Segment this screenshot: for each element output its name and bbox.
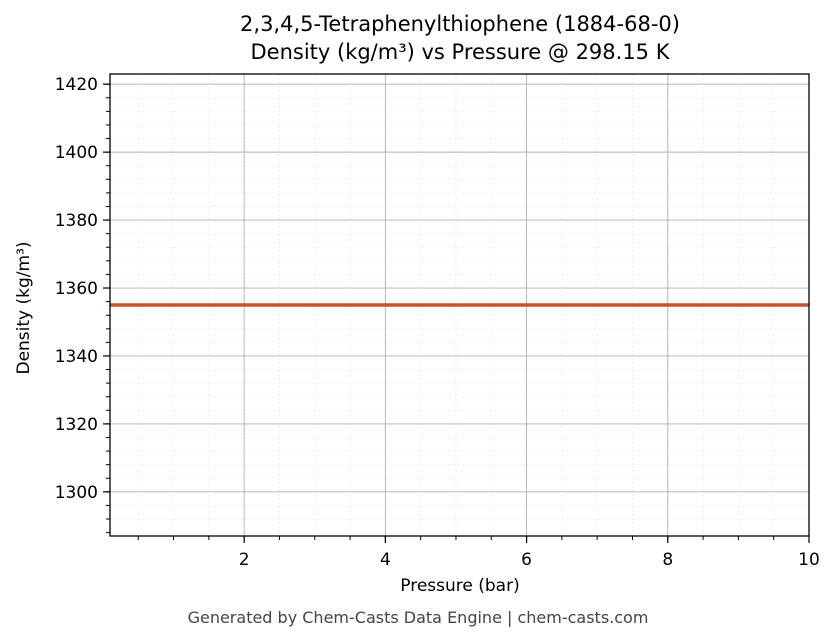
y-tick-label: 1380: [55, 211, 98, 231]
x-tick-label: 10: [798, 550, 820, 570]
y-tick-label: 1400: [55, 143, 98, 163]
axis-ticks: 2 4 6 8 10 1300 1320 1340 1360 1380 1400 1420: [55, 75, 820, 570]
y-tick-label: 1360: [55, 279, 98, 299]
chart-title: 2,3,4,5-Tetraphenylthiophene (1884-68-0): [240, 12, 680, 36]
y-tick-label: 1420: [55, 75, 98, 95]
x-tick-label: 4: [380, 550, 391, 570]
x-tick-label: 6: [521, 550, 532, 570]
x-axis-label: Pressure (bar): [400, 576, 520, 596]
y-axis-label: Density (kg/m³): [14, 241, 34, 375]
y-tick-label: 1300: [55, 483, 98, 503]
footer-credit: Generated by Chem-Casts Data Engine | ch…: [187, 608, 649, 627]
y-tick-label: 1320: [55, 415, 98, 435]
chart-subtitle: Density (kg/m³) vs Pressure @ 298.15 K: [250, 40, 670, 64]
plot-frame: [109, 73, 810, 537]
x-tick-label: 8: [662, 550, 673, 570]
x-tick-label: 2: [239, 550, 250, 570]
y-tick-label: 1340: [55, 347, 98, 367]
